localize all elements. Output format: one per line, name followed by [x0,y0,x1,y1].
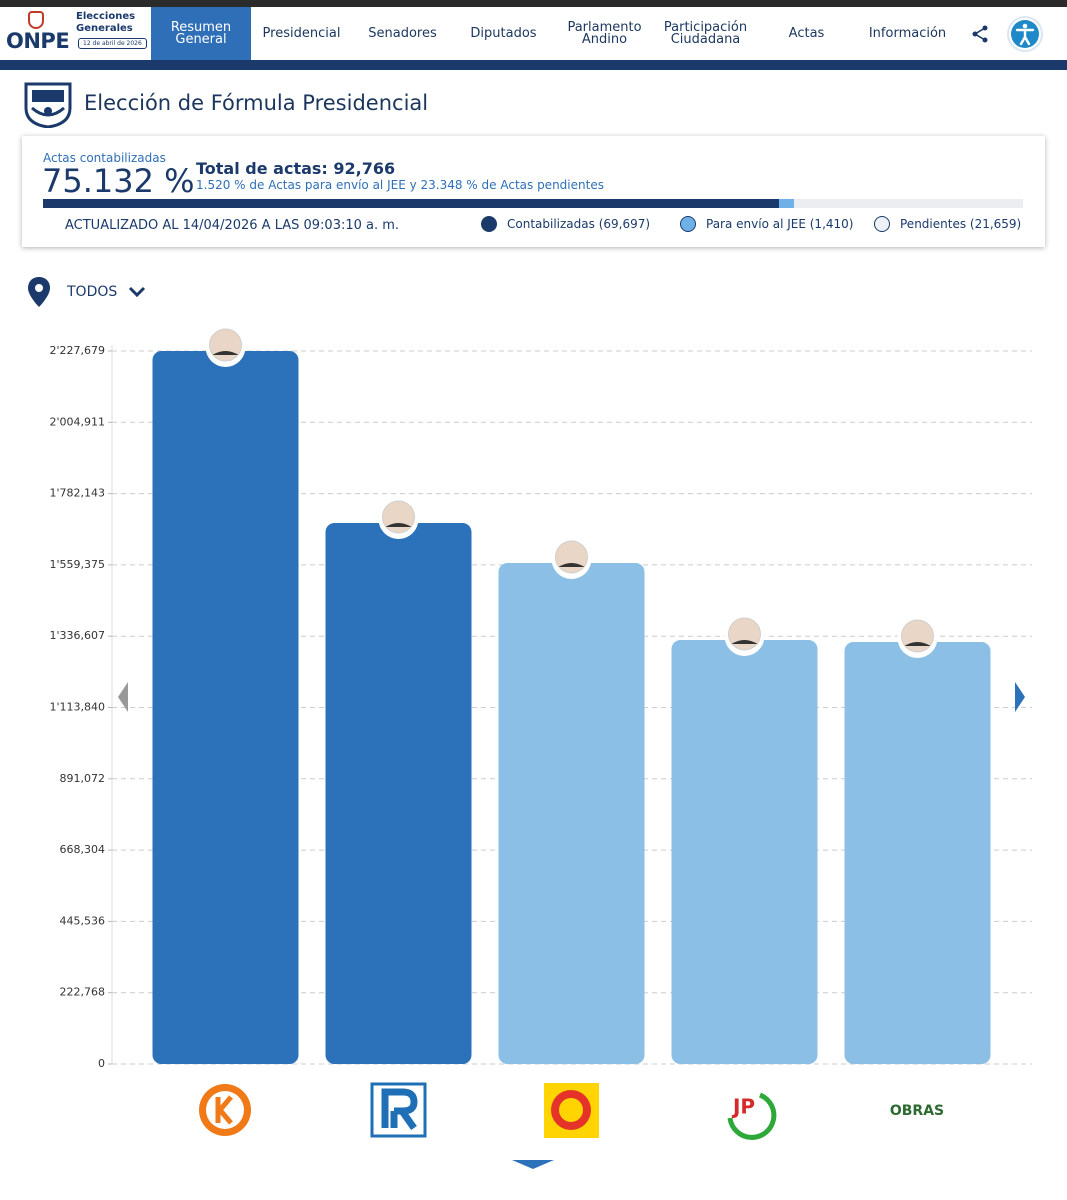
y-tick-label: 1'559,375 [49,558,105,571]
top-line [0,0,1067,7]
next-arrow[interactable] [1015,682,1025,712]
grid: 0 222,768 445,536 668,304 891,072 1'113,840 1'… [49,344,1032,1070]
legend-item: Contabilizadas (69,697) [481,216,650,232]
event-name: Elecciones Generales [76,11,136,34]
legend-swatch [481,216,497,232]
progress-counted [43,199,780,208]
nav-item[interactable]: Presidencial [262,25,341,41]
share-button[interactable] [958,25,1002,43]
summary-label: Actas contabilizadas [43,151,166,165]
nav-item[interactable]: Participación Ciudadana [663,19,748,47]
party-logo [544,1083,599,1138]
party-logo: OBRAS [890,1103,944,1119]
y-tick-label: 2'004,911 [49,415,105,428]
candidate-photo-suit [212,351,239,355]
title-bar: Elección de Fórmula Presidencial [22,78,428,128]
candidate-photo [728,617,761,651]
nav-item[interactable]: Resumen General [151,7,251,60]
y-tick-label: 1'113,840 [49,700,105,713]
nav-stripe [0,60,1067,70]
y-tick-label: 2'227,679 [49,344,105,357]
nav-bar: ONPE Elecciones Generales 12 de abril de… [0,7,1067,60]
updated-time: ACTUALIZADO AL 14/04/2026 A LAS 09:03:10… [65,218,400,233]
candidate-photo-suit [731,640,758,645]
summary-total: Total de actas: 92,766 [196,159,396,178]
accessibility-button[interactable] [1002,15,1048,52]
y-tick-label: 445,536 [60,914,106,927]
candidate-photo [209,328,242,362]
filter-label: TODOS [67,284,118,300]
nav-item[interactable]: Parlamento Andino [567,19,642,47]
bar [152,351,299,1064]
svg-text:OBRAS: OBRAS [890,1103,944,1119]
candidate-photo-suit [558,563,585,568]
bar [671,640,818,1064]
region-filter[interactable]: TODOS [27,276,147,308]
progress-bar [43,199,1023,208]
svg-text:JP: JP [731,1095,755,1119]
legend-label: Pendientes (21,659) [900,217,1022,231]
y-tick-label: 222,768 [60,986,106,999]
share-icon [972,25,988,42]
y-tick-label: 0 [98,1057,105,1070]
y-tick-label: 1'782,143 [49,487,105,500]
prev-arrow[interactable] [118,682,128,712]
bar [325,522,472,1064]
nav-item[interactable]: Información [868,25,947,41]
candidate-photo-suit [904,641,931,646]
legend-label: Para envío al JEE (1,410) [706,217,854,231]
photo-frame [551,539,592,580]
nav-item[interactable]: Actas [788,25,825,41]
candidate-photo [382,500,415,534]
brand[interactable]: ONPE Elecciones Generales 12 de abril de… [0,7,151,60]
nav-item[interactable]: Diputados [470,25,537,41]
legend-label: Contabilizadas (69,697) [507,217,651,231]
photo-frame [205,327,246,367]
summary-detail: 1.520 % de Actas para envío al JEE y 23.… [196,178,604,192]
legend-item: Pendientes (21,659) [874,216,1021,232]
accessibility-icon [1007,15,1043,52]
summary-percent: 75.132 % [42,162,195,200]
bar [498,563,645,1064]
photo-frame [378,498,419,539]
brand-name: ONPE [6,29,70,53]
photo-frame [724,616,765,657]
y-tick-label: 891,072 [60,772,106,785]
scroll-arrow[interactable] [512,1160,554,1169]
bar [844,641,991,1064]
party-logo [370,1082,427,1138]
photo-frame [897,617,938,658]
progress-jee [779,199,795,208]
candidate-photo [901,619,934,653]
nav-item[interactable]: Senadores [368,25,437,41]
coat-of-arms [24,82,72,128]
candidate-photo-suit [385,522,412,527]
location-icon [28,277,50,307]
party-logo [199,1084,251,1136]
dropdown-arrow [129,286,146,298]
page-title: Elección de Fórmula Presidencial [84,91,429,115]
y-tick-label: 1'336,607 [49,629,105,642]
summary-card: Actas contabilizadas 75.132 % Total de a… [22,136,1045,247]
party-logo: JP [727,1092,777,1140]
legend-swatch [680,216,696,232]
y-tick-label: 668,304 [60,843,106,856]
legend-item: Para envío al JEE (1,410) [680,216,853,232]
event-date: 12 de abril de 2026 [78,38,147,49]
logo-icon [28,11,44,29]
candidate-photo [555,540,588,574]
legend-swatch [874,216,890,232]
